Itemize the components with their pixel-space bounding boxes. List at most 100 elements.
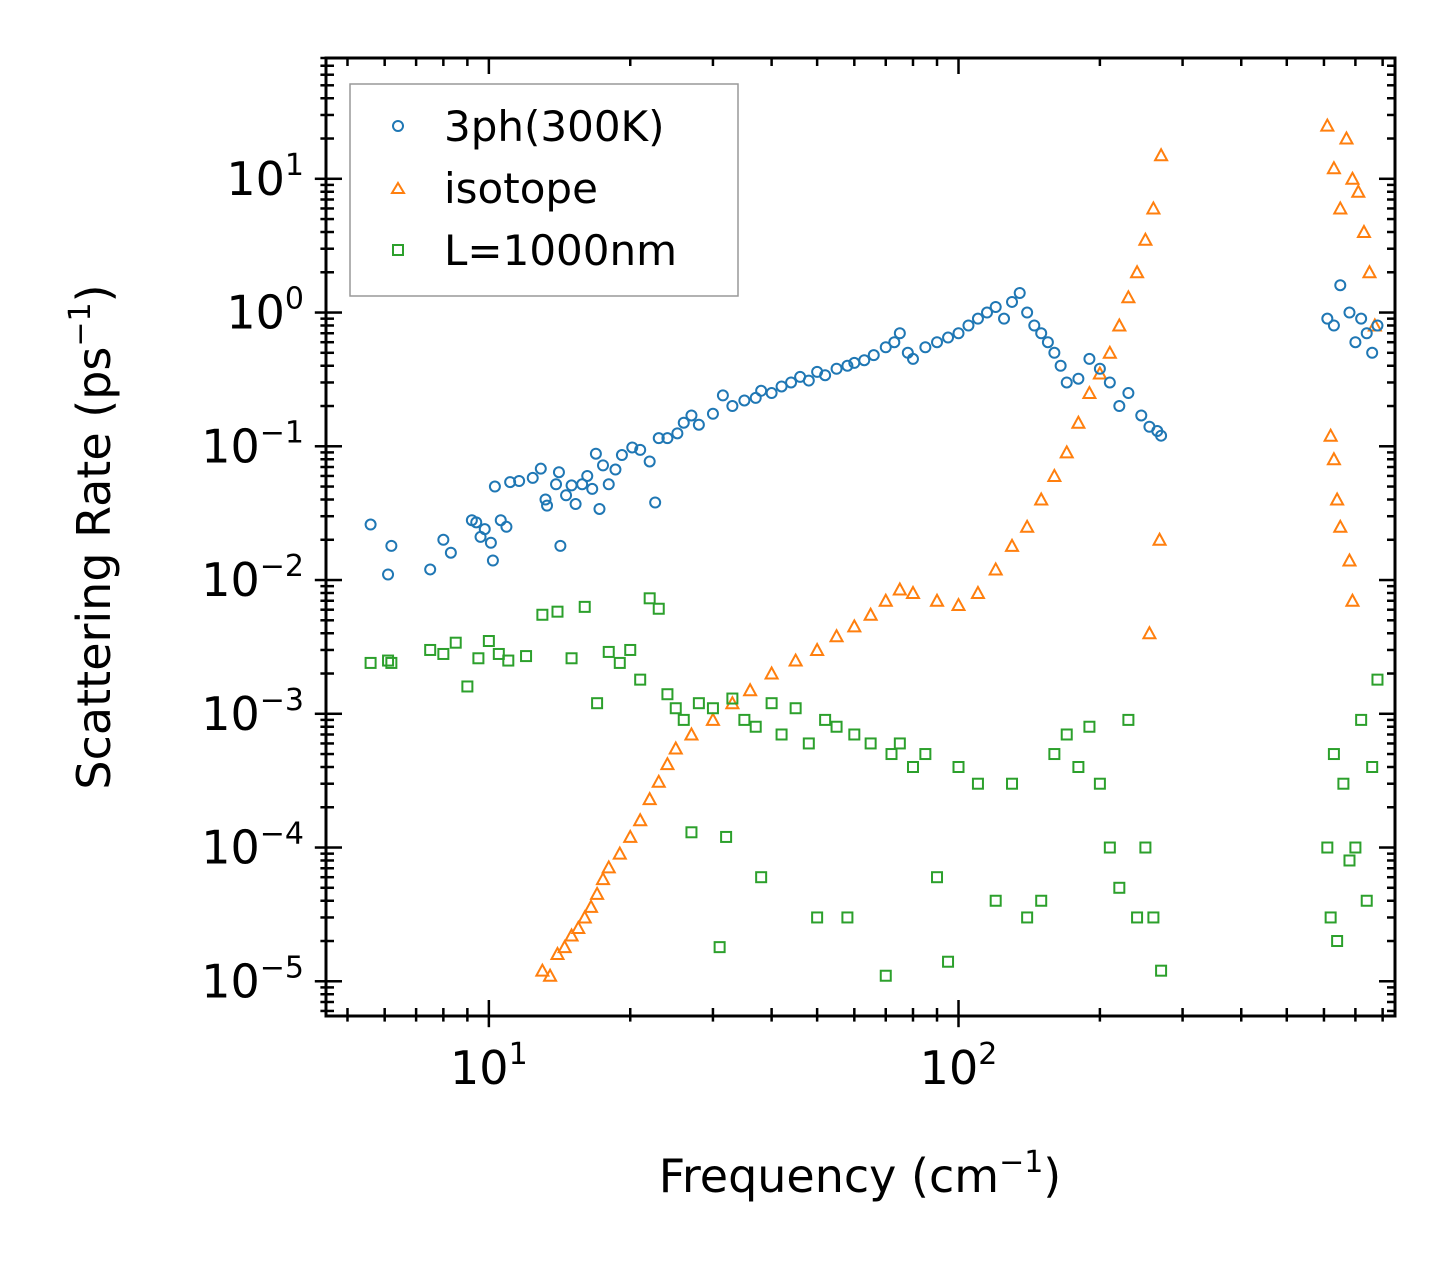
data-point: [437, 533, 450, 546]
data-point: [1371, 319, 1384, 332]
data-point: [1048, 346, 1061, 359]
data-point: [1059, 444, 1075, 459]
data-point: [1155, 429, 1168, 442]
data-point: [578, 600, 591, 613]
data-point: [864, 737, 877, 750]
data-point: [554, 539, 567, 552]
data-point: [1131, 911, 1144, 924]
data-point: [1350, 183, 1366, 198]
data-point: [1083, 720, 1096, 733]
data-point: [1332, 518, 1348, 533]
data-point: [830, 362, 843, 375]
data-point: [1060, 728, 1073, 741]
y-tick-label: 10−4: [201, 817, 304, 875]
data-point: [787, 652, 804, 667]
data-point: [749, 720, 762, 733]
data-point: [550, 478, 563, 491]
data-point: [942, 331, 955, 344]
data-point: [1371, 673, 1384, 686]
data-point: [602, 645, 615, 658]
data-point: [478, 523, 491, 536]
data-point: [1343, 854, 1356, 867]
data-point: [570, 919, 586, 935]
data-point: [589, 885, 605, 900]
y-tick-label: 101: [226, 148, 304, 206]
data-point: [1093, 777, 1106, 790]
legend-label-boundary: L=1000nm: [444, 226, 677, 275]
data-point: [1324, 911, 1337, 924]
data-point: [1344, 592, 1361, 607]
legend-marker-circle: [392, 120, 404, 132]
y-tick-label: 10−2: [201, 549, 304, 607]
data-point: [692, 697, 705, 710]
data-point: [1366, 346, 1379, 359]
data-point: [950, 596, 967, 612]
data-point: [885, 748, 898, 761]
data-point: [601, 859, 617, 874]
data-point: [989, 894, 1002, 907]
data-point: [385, 539, 398, 552]
data-point: [624, 643, 637, 656]
data-point: [952, 761, 965, 774]
data-point: [1072, 372, 1085, 385]
data-point: [942, 955, 955, 968]
data-point: [652, 432, 665, 445]
data-point: [1013, 286, 1026, 299]
data-point: [867, 349, 880, 362]
data-point: [931, 871, 944, 884]
data-point: [726, 692, 739, 705]
data-point: [1338, 130, 1355, 145]
data-point: [668, 740, 684, 755]
data-point: [1081, 384, 1098, 400]
data-point: [802, 737, 815, 750]
data-point: [962, 319, 975, 332]
legend-marker-triangle: [390, 181, 406, 194]
data-point: [988, 561, 1004, 576]
data-point: [1341, 552, 1358, 567]
data-point: [1153, 147, 1169, 162]
data-point: [1151, 531, 1168, 546]
data-point: [1054, 359, 1067, 372]
data-markers: [364, 117, 1384, 982]
data-point: [1326, 160, 1342, 175]
legend: 3ph(300K) isotope L=1000nm: [349, 83, 739, 297]
series-circle-markers: [364, 279, 1384, 581]
data-point: [841, 359, 854, 372]
data-point: [981, 306, 994, 319]
data-point: [1033, 491, 1049, 506]
data-point: [382, 654, 395, 667]
data-point: [1129, 264, 1145, 279]
data-point: [1137, 231, 1154, 246]
data-point: [1331, 935, 1344, 948]
data-point: [720, 830, 733, 843]
data-point: [577, 909, 593, 924]
data-point: [929, 592, 945, 607]
data-point: [1072, 761, 1085, 774]
data-point: [364, 656, 377, 669]
data-point: [595, 871, 611, 886]
data-point: [482, 635, 495, 648]
data-point: [444, 546, 457, 559]
data-point: [364, 518, 377, 531]
data-point: [1019, 518, 1035, 533]
data-point: [382, 568, 395, 581]
data-point: [671, 427, 684, 440]
data-point: [651, 773, 667, 788]
data-point: [632, 812, 648, 827]
data-point: [661, 432, 674, 445]
data-point: [862, 606, 879, 621]
data-point: [1102, 344, 1118, 359]
legend-label-3ph: 3ph(300K): [444, 102, 664, 151]
data-point: [906, 761, 919, 774]
data-point: [484, 536, 497, 549]
y-tick-label: 10−1: [201, 415, 304, 473]
data-point: [971, 312, 984, 325]
data-point: [593, 502, 606, 515]
data-point: [931, 336, 944, 349]
data-point: [1360, 327, 1373, 340]
data-point: [461, 680, 474, 693]
data-point: [998, 312, 1011, 325]
legend-entry-3ph: 3ph(300K): [392, 102, 664, 151]
data-point: [1366, 761, 1379, 774]
data-point: [1048, 748, 1061, 761]
